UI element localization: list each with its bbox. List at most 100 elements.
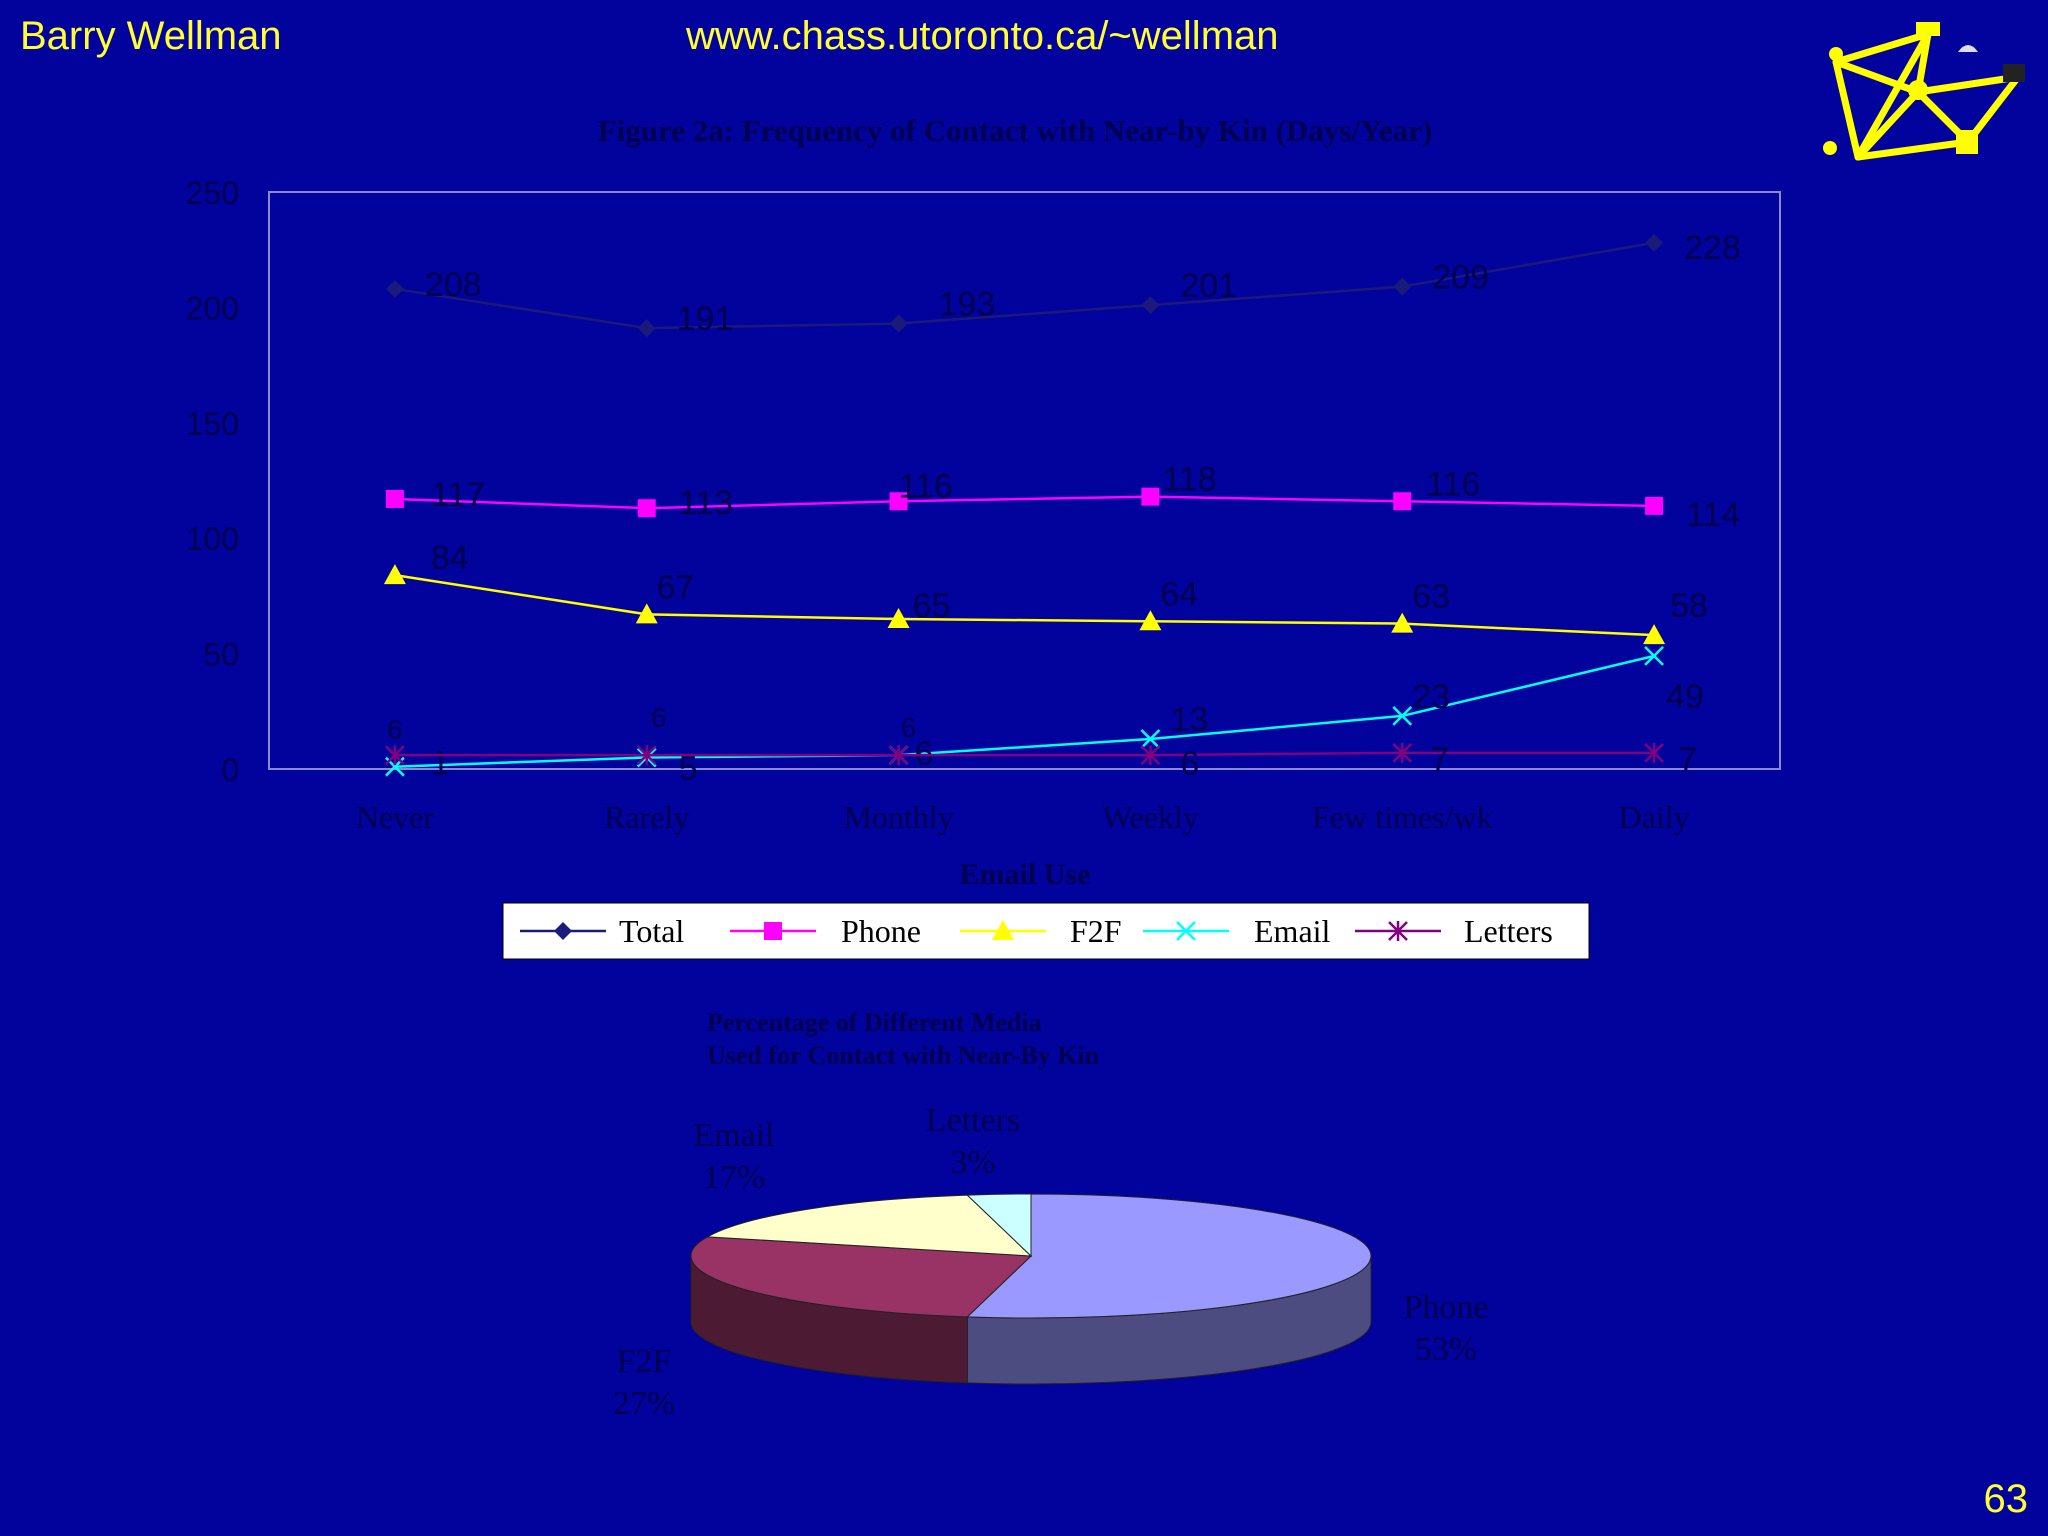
data-label-f2f: 67	[657, 568, 695, 606]
plot-area	[268, 191, 1781, 770]
data-point-f2f	[635, 603, 658, 624]
data-point-phone	[1393, 492, 1412, 511]
legend-label-phone: Phone	[841, 913, 921, 949]
data-label-f2f: 84	[431, 539, 469, 577]
series-line-f2f	[394, 573, 1655, 637]
line-chart: 0 50 100 150 200 250 Never Rarely Monthly Weekly F…	[186, 175, 1741, 835]
data-point-email	[1644, 646, 1664, 666]
x-tick-label: Never	[356, 799, 435, 835]
pie-percent-phone: 53%	[1415, 1331, 1477, 1368]
series-line-email	[394, 654, 1655, 768]
pie-slice-f2f	[690, 1236, 1033, 1318]
data-label-f2f: 64	[1160, 575, 1198, 613]
website-url: www.chass.utoronto.ca/~wellman	[686, 14, 1279, 58]
data-point-email	[1392, 706, 1413, 726]
data-point-f2f	[1643, 624, 1666, 645]
data-point-letters	[888, 745, 909, 766]
data-point-total	[637, 319, 656, 338]
data-label-phone: 116	[1426, 465, 1480, 503]
y-tick-label: 250	[186, 175, 239, 211]
line-chart-title: Figure 2a: Frequency of Contact with Nea…	[598, 113, 1433, 148]
x-tick-label: Monthly	[843, 799, 953, 835]
data-label-email: 23	[1412, 678, 1450, 716]
legend-marker-phone	[764, 922, 782, 940]
legend-label-f2f: F2F	[1070, 913, 1122, 949]
series-line-phone	[394, 495, 1655, 510]
slide-number: 63	[1983, 1477, 2029, 1521]
data-point-f2f	[887, 607, 910, 628]
pie-label-email: Email	[693, 1117, 774, 1154]
y-tick-label: 200	[186, 290, 239, 326]
data-label-email: 49	[1666, 678, 1704, 716]
data-label-letters: 6	[901, 712, 917, 743]
data-label-f2f: 58	[1670, 587, 1708, 625]
data-label-phone: 116	[899, 467, 953, 505]
data-label-phone: 114	[1686, 496, 1740, 534]
data-point-total	[385, 279, 404, 298]
pie-slice-email	[705, 1194, 1033, 1257]
data-point-total	[889, 314, 908, 333]
data-point-letters	[1140, 745, 1161, 766]
x-tick-label: Weekly	[1102, 799, 1199, 835]
data-label-email: 13	[1170, 701, 1208, 739]
data-label-total: 209	[1432, 259, 1489, 297]
legend-marker-email	[1176, 921, 1196, 941]
data-label-f2f: 63	[1412, 578, 1450, 616]
legend-marker-letters	[1388, 921, 1408, 941]
data-label-letters: 7	[1678, 741, 1697, 779]
data-point-phone	[1645, 496, 1664, 515]
pie-label-letters: Letters	[926, 1102, 1020, 1139]
y-tick-label: 50	[203, 637, 239, 673]
pie-slice-letters	[966, 1193, 1032, 1258]
data-point-f2f	[1139, 610, 1162, 631]
data-label-total: 208	[425, 266, 482, 304]
data-label-phone: 113	[679, 484, 733, 522]
data-label-email: 5	[679, 749, 698, 787]
data-point-phone	[385, 489, 404, 508]
legend-label-email: Email	[1254, 913, 1331, 949]
pie-percent-letters: 3%	[950, 1144, 995, 1181]
data-label-letters: 7	[1430, 741, 1449, 779]
data-label-total: 228	[1684, 229, 1741, 267]
legend-label-total: Total	[619, 913, 684, 949]
data-point-total	[1393, 277, 1412, 296]
data-point-letters	[636, 745, 657, 766]
data-point-phone	[889, 492, 908, 511]
x-tick-label: Few times/wk	[1312, 799, 1492, 835]
author-name: Barry Wellman	[20, 14, 282, 58]
y-tick-label: 100	[186, 521, 239, 557]
data-label-email: 1	[431, 745, 450, 783]
data-label-phone: 118	[1162, 461, 1216, 499]
data-label-total: 191	[677, 300, 734, 338]
pie-slice-phone	[966, 1193, 1372, 1319]
data-point-letters	[1644, 742, 1664, 763]
pie-chart: Phone 53% F2F 27% Email 17% Letters 3%	[613, 1102, 1489, 1422]
y-tick-label: 150	[186, 406, 239, 442]
data-label-letters: 6	[651, 702, 667, 733]
data-point-email	[1140, 729, 1161, 749]
data-point-phone	[637, 499, 656, 518]
network-logo-icon	[1823, 22, 2025, 161]
data-point-phone	[1141, 487, 1160, 506]
data-point-letters	[1392, 742, 1413, 763]
pie-title-line-2: Used for Contact with Near-By Kin	[707, 1041, 1100, 1070]
x-tick-label: Rarely	[604, 799, 689, 835]
data-label-total: 193	[939, 286, 996, 324]
pie-title-line-1: Percentage of Different Media	[707, 1008, 1042, 1037]
legend-marker-total	[554, 922, 572, 940]
data-point-f2f	[383, 564, 406, 585]
pie-percent-f2f: 27%	[613, 1385, 675, 1422]
legend-label-letters: Letters	[1464, 913, 1553, 949]
data-point-total	[1141, 296, 1160, 315]
data-label-f2f: 65	[913, 587, 951, 625]
series-line-total	[394, 241, 1655, 330]
pie-percent-email: 17%	[703, 1159, 765, 1196]
x-axis-title: Email Use	[960, 858, 1091, 891]
y-tick-label: 0	[221, 752, 239, 788]
data-label-total: 201	[1180, 267, 1237, 305]
data-point-total	[1645, 233, 1664, 252]
x-tick-label: Daily	[1619, 799, 1690, 835]
pie-label-phone: Phone	[1404, 1289, 1489, 1326]
legend-marker-f2f	[992, 920, 1014, 940]
